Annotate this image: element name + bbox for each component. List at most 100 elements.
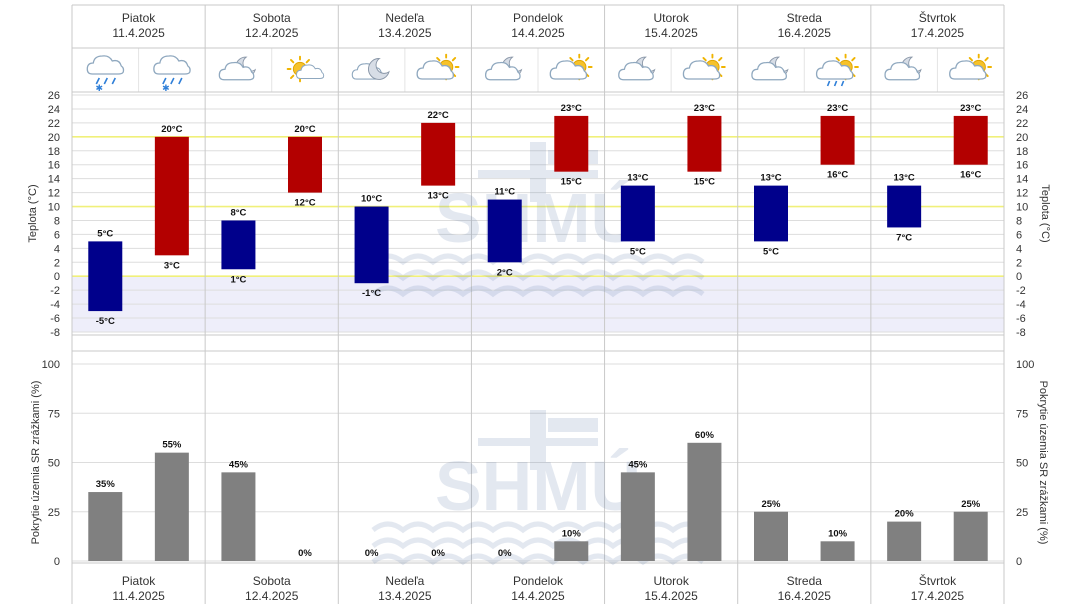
precip-value-label: 35% (96, 479, 116, 490)
watermark-logo-text: SHMÚ (435, 447, 641, 525)
cloud-part (153, 55, 191, 75)
precip-bar (221, 472, 256, 561)
temp-low-label: 12°C (294, 198, 315, 209)
cloud-part (86, 55, 125, 75)
day-date-top: 11.4.2025 (112, 26, 165, 40)
rain-drops (162, 77, 183, 85)
day-name-bottom: Piatok (122, 574, 156, 588)
cloud-rain-snow-icon: ✱ (86, 55, 125, 93)
temp-high-label: 13°C (894, 173, 915, 184)
watermark-mast (530, 410, 546, 470)
temp-high-label: 11°C (494, 187, 515, 198)
cloud-part (751, 61, 787, 81)
day-name-bottom: Pondelok (513, 574, 564, 588)
temp-bar-night (887, 185, 922, 228)
day-date-top: 15.4.2025 (644, 26, 698, 40)
precip-axis-title-right: Pokrytie územia SR zrážkami (%) (1037, 381, 1049, 545)
temp-high-label: 23°C (694, 103, 715, 114)
cloud-moon-icon (218, 56, 256, 81)
cloud-part (618, 61, 654, 81)
temp-tick-left: 16 (48, 160, 60, 172)
precip-bar (687, 442, 722, 561)
snowflake: ✱ (162, 83, 170, 93)
precip-value-label: 10% (562, 528, 582, 539)
precip-bar (820, 541, 855, 561)
temp-tick-left: 24 (48, 104, 60, 116)
watermark-wave (371, 285, 705, 298)
cloud-moon-icon (618, 56, 656, 81)
temp-tick-left: 14 (48, 174, 60, 186)
day-name-top: Piatok (122, 11, 156, 25)
temp-tick-right: 10 (1016, 202, 1028, 214)
watermark-arm (478, 170, 598, 178)
temp-high-label: 13°C (760, 173, 781, 184)
temp-tick-right: 8 (1016, 215, 1022, 227)
day-name-top: Sobota (253, 11, 291, 25)
temp-bar-day (820, 115, 855, 165)
temp-tick-right: -8 (1016, 327, 1026, 339)
temp-bar-day (554, 115, 589, 172)
precip-tick-right: 25 (1016, 507, 1028, 519)
precip-tick-right: 75 (1016, 408, 1028, 420)
temp-tick-right: -6 (1016, 313, 1026, 325)
temp-tick-right: 14 (1016, 174, 1028, 186)
partly-sunny-icon (286, 55, 325, 83)
temp-tick-right: 26 (1016, 90, 1028, 102)
cloud-moon-icon (884, 56, 922, 81)
temp-bar-day (421, 122, 456, 186)
temp-high-label: 5°C (97, 228, 113, 239)
precip-bar (154, 452, 189, 561)
precip-bar (887, 521, 922, 561)
precip-bar (754, 511, 788, 561)
temp-low-label: -1°C (362, 288, 381, 299)
day-date-bottom: 16.4.2025 (778, 589, 832, 603)
temp-tick-right: 4 (1016, 243, 1022, 255)
precip-tick-right: 0 (1016, 556, 1022, 568)
watermark-mast (530, 142, 546, 202)
day-date-top: 16.4.2025 (778, 26, 832, 40)
temp-high-label: 23°C (561, 103, 582, 114)
precip-value-label: 10% (828, 528, 848, 539)
temp-tick-left: 10 (48, 202, 60, 214)
temp-low-label: 15°C (561, 177, 582, 188)
precip-value-label: 0% (298, 548, 312, 559)
temp-tick-left: 20 (48, 132, 60, 144)
temp-tick-left: 4 (54, 243, 60, 255)
precip-value-label: 55% (162, 440, 182, 451)
temp-tick-right: 0 (1016, 271, 1022, 283)
precip-value-label: 20% (895, 509, 915, 520)
temp-tick-right: -2 (1016, 285, 1026, 297)
watermark-vane (548, 418, 598, 432)
temp-tick-right: 6 (1016, 229, 1022, 241)
temp-tick-right: -4 (1016, 299, 1026, 311)
day-date-bottom: 11.4.2025 (112, 589, 165, 603)
precip-tick-left: 50 (48, 458, 60, 470)
day-name-top: Utorok (653, 11, 689, 25)
temp-tick-right: 2 (1016, 257, 1022, 269)
temp-tick-left: 2 (54, 257, 60, 269)
temp-high-label: 8°C (230, 207, 246, 218)
cloud-rain-snow-icon: ✱ (153, 55, 191, 93)
day-date-top: 12.4.2025 (245, 26, 299, 40)
temp-tick-left: 26 (48, 90, 60, 102)
day-name-bottom: Streda (787, 574, 823, 588)
temp-bar-day (953, 115, 988, 165)
temp-tick-right: 22 (1016, 118, 1028, 130)
temp-bar-day (687, 115, 722, 172)
precip-axis-title-left: Pokrytie územia SR zrážkami (%) (30, 381, 42, 545)
temp-bar-night (620, 185, 655, 242)
precip-tick-left: 75 (48, 408, 60, 420)
day-name-bottom: Nedeľa (385, 574, 424, 588)
day-date-top: 14.4.2025 (511, 26, 565, 40)
temp-high-label: 13°C (627, 173, 648, 184)
watermark-wave (371, 253, 705, 266)
watermark-logo-text: SHMÚ (435, 179, 641, 257)
temp-tick-left: 0 (54, 271, 60, 283)
temp-high-label: 20°C (294, 124, 315, 135)
temp-high-label: 22°C (428, 110, 449, 121)
precip-value-label: 0% (498, 548, 512, 559)
cloud-sun-icon (682, 53, 726, 81)
day-date-bottom: 13.4.2025 (378, 589, 432, 603)
cloud-part (884, 61, 921, 81)
